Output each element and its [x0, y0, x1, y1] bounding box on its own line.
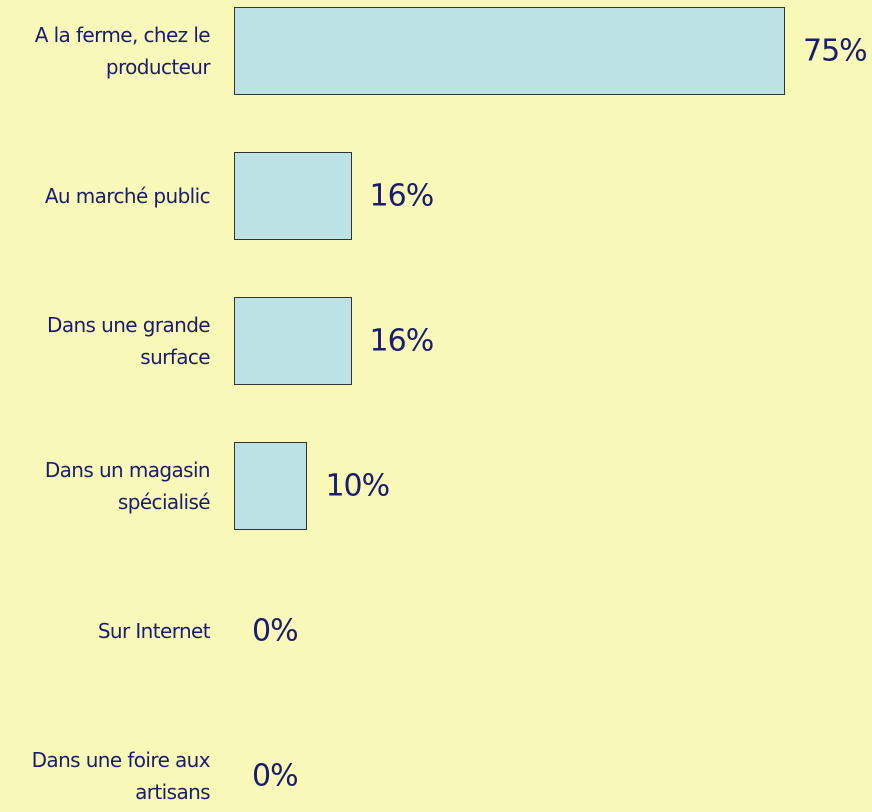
category-label: Dans un magasin spécialisé [44, 458, 211, 514]
category-label: A la ferme, chez le producteur [34, 23, 211, 79]
category-label: Dans une grande surface [47, 313, 211, 369]
value-label: 0% [252, 613, 299, 649]
bar [234, 152, 352, 240]
value-label: 0% [252, 758, 299, 794]
category-label: Sur Internet [97, 619, 211, 643]
bar [234, 442, 308, 530]
bar [234, 297, 352, 385]
bar [234, 7, 785, 95]
value-label: 10% [325, 468, 390, 504]
category-label: Au marché public [44, 184, 211, 208]
value-label: 75% [803, 33, 868, 69]
category-label: Dans une foire aux artisans [31, 748, 211, 804]
value-label: 16% [369, 178, 435, 214]
value-label: 16% [369, 323, 435, 359]
